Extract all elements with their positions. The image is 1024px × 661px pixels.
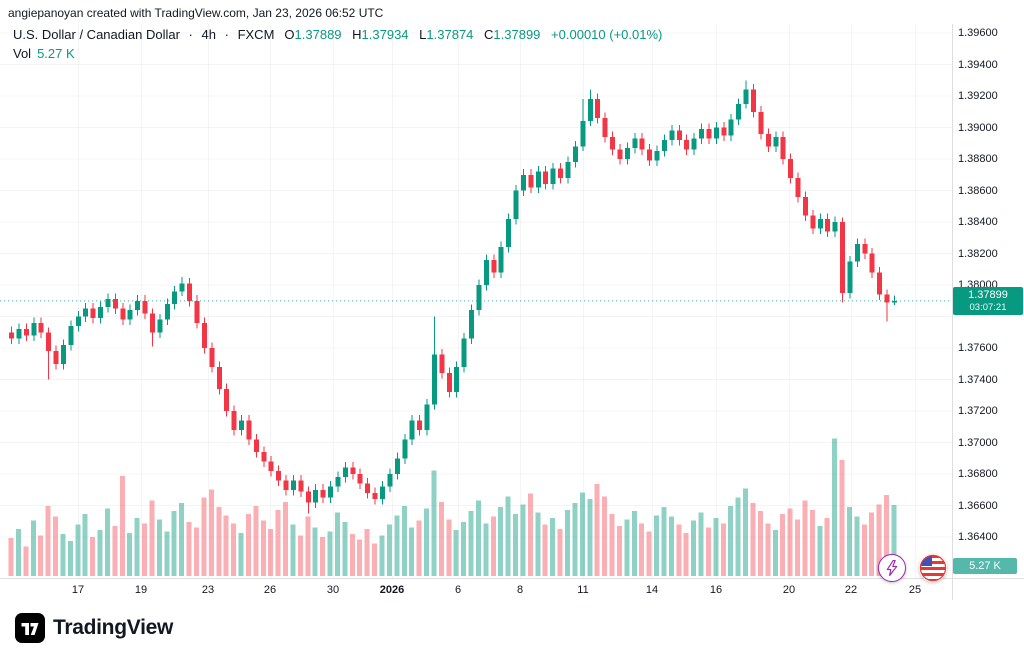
us-flag-icon	[919, 554, 947, 582]
symbol-title[interactable]: U.S. Dollar / Canadian Dollar · 4h · FXC…	[13, 27, 274, 42]
price-axis-label: 1.39600	[958, 27, 998, 39]
price-axis-label: 1.37600	[958, 342, 998, 354]
low-label: L	[419, 27, 427, 42]
time-axis-label: 30	[326, 584, 340, 596]
time-axis-label: 26	[263, 584, 277, 596]
time-axis-label: 25	[908, 584, 922, 596]
tradingview-brand[interactable]: TradingView	[15, 613, 173, 643]
price-axis-label: 1.38800	[958, 153, 998, 165]
time-axis-label: 17	[71, 584, 85, 596]
bar-countdown: 03:07:21	[969, 301, 1007, 313]
us-flag-button[interactable]	[919, 554, 947, 582]
legend-separator: ·	[224, 27, 229, 42]
volume-label: Vol	[13, 46, 32, 61]
price-axis[interactable]: 1.39600 1.39400 1.39200 1.39000 1.38800 1.386…	[952, 24, 1024, 578]
symbol-legend: U.S. Dollar / Canadian Dollar · 4h · FXC…	[13, 27, 662, 61]
time-axis-label: 16	[709, 584, 723, 596]
high-value: 1.37934	[361, 27, 409, 42]
price-axis-label: 1.39000	[958, 121, 998, 134]
exchange-label: FXCM	[237, 27, 275, 42]
current-price-badge: 1.37899 03:07:21	[953, 286, 1023, 315]
open-value: 1.37889	[294, 27, 342, 42]
price-axis-label: 1.39200	[958, 90, 998, 102]
low-value: 1.37874	[426, 27, 474, 42]
price-axis-label: 1.38400	[958, 216, 998, 228]
time-axis-label: 14	[645, 584, 659, 596]
current-price-value: 1.37899	[968, 288, 1008, 301]
price-axis-label: 1.36600	[958, 499, 998, 512]
high-label: H	[352, 27, 362, 42]
candlestick-series	[9, 80, 897, 514]
symbol-name: U.S. Dollar / Canadian Dollar	[13, 27, 180, 42]
price-axis-label: 1.36400	[958, 531, 998, 543]
boost-button[interactable]	[878, 554, 906, 582]
volume-series	[8, 438, 897, 576]
time-axis-label: 23	[201, 584, 215, 596]
time-axis-label: 19	[134, 584, 148, 596]
time-axis-label: 20	[782, 584, 796, 596]
price-axis-label: 1.36800	[958, 468, 998, 480]
lightning-icon	[886, 559, 898, 577]
volume-axis-badge: 5.27 K	[953, 558, 1017, 574]
time-axis-label: 2026	[379, 584, 405, 596]
price-axis-label: 1.37400	[958, 373, 998, 386]
attribution-text: angiepanoyan created with TradingView.co…	[8, 6, 384, 20]
volume-legend: Vol 5.27 K	[13, 46, 662, 61]
ohlc-values: O1.37889 H1.37934 L1.37874 C1.37899 +0.0…	[284, 27, 662, 42]
time-axis-label: 22	[844, 584, 858, 596]
price-axis-label: 1.38600	[958, 184, 998, 197]
volume-value: 5.27 K	[37, 46, 75, 61]
price-axis-label: 1.37000	[958, 436, 998, 449]
close-label: C	[484, 27, 494, 42]
tradingview-logo-icon	[15, 613, 45, 643]
time-axis[interactable]: 17 19 23 26 30 2026 6 8 11 14 16 20 22 25	[0, 578, 1024, 601]
open-label: O	[284, 27, 295, 42]
change-value: +0.00010 (+0.01%)	[551, 27, 663, 42]
close-value: 1.37899	[493, 27, 541, 42]
price-axis-label: 1.38200	[958, 247, 998, 260]
time-axis-label: 11	[577, 584, 589, 596]
time-axis-label: 8	[516, 584, 524, 596]
time-axis-label: 6	[454, 584, 462, 596]
interval-label: 4h	[201, 27, 216, 42]
legend-separator: ·	[188, 27, 193, 42]
price-axis-label: 1.37200	[958, 405, 998, 417]
price-axis-label: 1.39400	[958, 58, 998, 71]
brand-name: TradingView	[53, 616, 174, 639]
